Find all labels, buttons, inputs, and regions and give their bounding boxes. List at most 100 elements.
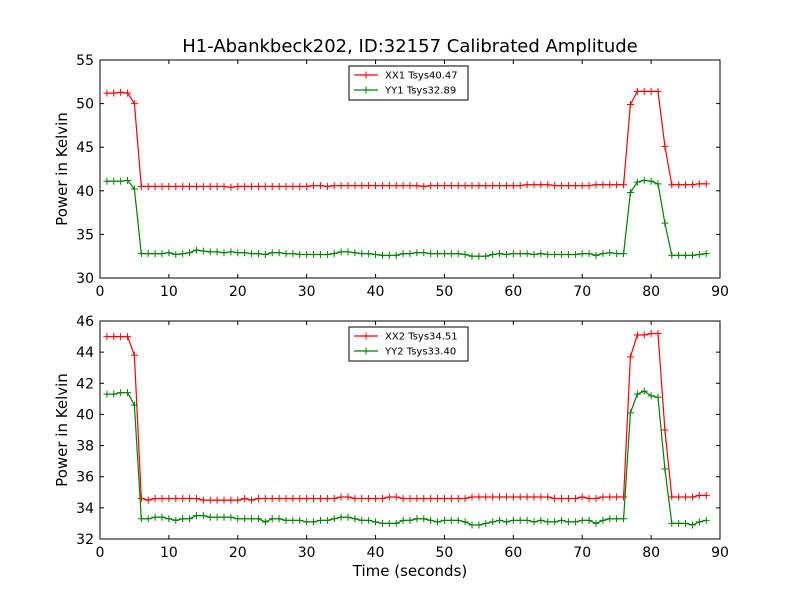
data-point: [516, 493, 524, 501]
data-point: [626, 353, 634, 361]
data-point: [516, 250, 524, 258]
data-point: [316, 182, 324, 190]
legend: XX1 Tsys40.47 YY1 Tsys32.89: [348, 65, 469, 101]
data-point: [592, 181, 600, 189]
data-point: [606, 493, 614, 501]
data-point: [551, 518, 559, 526]
data-point: [179, 515, 187, 523]
data-point: [372, 182, 380, 190]
data-point: [158, 182, 166, 190]
y-tick-label: 30: [76, 271, 94, 287]
data-point: [316, 495, 324, 503]
data-point: [289, 516, 297, 524]
data-point: [413, 495, 421, 503]
x-tick-label: 80: [642, 545, 660, 561]
data-point: [323, 516, 331, 524]
data-point: [427, 182, 435, 190]
data-point: [206, 496, 214, 504]
data-point: [558, 182, 566, 190]
data-point: [413, 249, 421, 257]
y-tick-label: 55: [76, 53, 94, 69]
data-point: [165, 515, 173, 523]
data-point: [130, 401, 138, 409]
y-tick-label: 38: [76, 439, 94, 455]
data-point: [213, 248, 221, 256]
data-point: [179, 495, 187, 503]
data-point: [682, 519, 690, 527]
data-point: [234, 182, 242, 190]
data-point: [585, 250, 593, 258]
data-point: [199, 247, 207, 255]
data-point: [496, 182, 504, 190]
data-point: [254, 515, 262, 523]
data-point: [606, 181, 614, 189]
data-point: [654, 180, 662, 188]
data-point: [454, 182, 462, 190]
data-point: [489, 182, 497, 190]
data-point: [130, 100, 138, 108]
x-tick-label: 50: [436, 545, 454, 561]
data-point: [640, 331, 648, 339]
data-point: [413, 182, 421, 190]
data-point: [606, 515, 614, 523]
data-point: [296, 495, 304, 503]
data-point: [316, 516, 324, 524]
data-point: [248, 250, 256, 258]
y-tick-label: 40: [76, 184, 94, 200]
data-point: [647, 329, 655, 337]
data-point: [516, 182, 524, 190]
data-point: [399, 516, 407, 524]
y-axis-label: Power in Kelvin: [53, 373, 71, 487]
data-point: [172, 516, 180, 524]
data-point: [633, 87, 641, 95]
data-point: [192, 495, 200, 503]
data-point: [434, 518, 442, 526]
data-point: [675, 181, 683, 189]
data-point: [199, 182, 207, 190]
data-point: [365, 495, 373, 503]
data-point: [378, 251, 386, 259]
data-point: [482, 252, 490, 260]
data-point: [206, 513, 214, 521]
data-point: [310, 495, 318, 503]
data-point: [227, 248, 235, 256]
legend-marker: [362, 86, 370, 94]
data-point: [392, 519, 400, 527]
data-point: [633, 331, 641, 339]
data-point: [351, 182, 359, 190]
data-point: [427, 516, 435, 524]
data-point: [420, 249, 428, 257]
data-point: [668, 251, 676, 259]
data-point: [365, 250, 373, 258]
data-point: [702, 250, 710, 258]
data-point: [551, 250, 559, 258]
data-point: [261, 495, 269, 503]
data-point: [268, 249, 276, 257]
data-point: [337, 182, 345, 190]
data-point: [654, 393, 662, 401]
x-tick-label: 0: [96, 545, 105, 561]
data-point: [303, 495, 311, 503]
data-point: [502, 518, 510, 526]
data-point: [124, 389, 132, 397]
data-point: [351, 515, 359, 523]
data-point: [496, 493, 504, 501]
data-point: [454, 516, 462, 524]
data-point: [585, 182, 593, 190]
data-point: [151, 513, 159, 521]
data-point: [427, 250, 435, 258]
data-point: [461, 250, 469, 258]
data-point: [578, 250, 586, 258]
data-point: [103, 89, 111, 97]
data-point: [447, 250, 455, 258]
data-point: [475, 252, 483, 260]
data-point: [378, 182, 386, 190]
data-point: [434, 182, 442, 190]
data-point: [489, 518, 497, 526]
data-point: [537, 250, 545, 258]
data-point: [261, 182, 269, 190]
data-point: [620, 515, 628, 523]
data-point: [117, 88, 125, 96]
data-point: [440, 182, 448, 190]
data-point: [406, 182, 414, 190]
